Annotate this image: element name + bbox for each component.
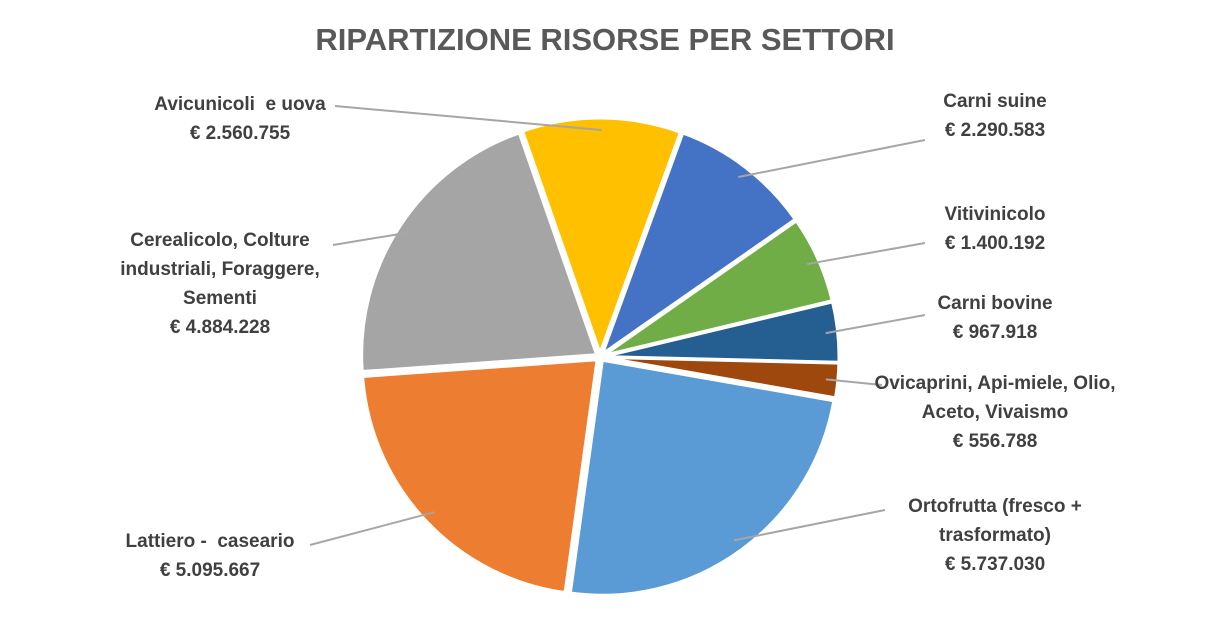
leader-line [733,509,886,542]
slice-label: Ovicaprini, Api-miele, Olio, Aceto, Viva… [870,369,1120,456]
category-name: Lattiero - caseario [125,531,295,552]
pie-slice [599,131,798,358]
leader-line [738,139,926,179]
leader-line [825,314,926,335]
slice-label: Ortofrutta (fresco + trasformato) € 5.737… [870,492,1120,579]
value-label: € 556.788 [952,431,1038,452]
pie-slice [360,131,599,374]
chart-title: RIPARTIZIONE RISORSE PER SETTORI [315,22,895,57]
leader-line [334,105,602,132]
slice-label: Lattiero - caseario € 5.095.667 [100,527,320,585]
category-name: Vitivinicolo [944,204,1046,225]
value-label: € 5.737.030 [944,554,1046,575]
category-name: Carni bovine [937,293,1053,314]
slice-label: Carni bovine € 967.918 [880,289,1110,347]
value-label: € 2.290.583 [944,120,1046,141]
leader-line [332,231,411,246]
pie-slice [568,358,836,597]
value-label: € 4.884.228 [169,317,271,338]
slice-label: Carni suine € 2.290.583 [880,87,1110,145]
leader-line [825,378,883,386]
leader-line [806,242,926,266]
category-name: Ovicaprini, Api-miele, Olio, Aceto, Viva… [874,373,1121,423]
value-label: € 2.560.755 [189,123,291,144]
slice-label: Cerealicolo, Colture industriali, Foragg… [100,226,340,342]
value-label: € 967.918 [952,322,1038,343]
value-label: € 1.400.192 [944,233,1046,254]
value-label: € 5.095.667 [159,560,261,581]
pie-slice [361,358,599,595]
category-name: Cerealicolo, Colture industriali, Foragg… [120,230,326,309]
category-name: Ortofrutta (fresco + trasformato) [908,496,1088,546]
category-name: Avicunicoli e uova [154,94,326,115]
slice-label: Avicunicoli e uova € 2.560.755 [120,90,360,148]
category-name: Carni suine [943,91,1047,112]
slice-label: Vitivinicolo € 1.400.192 [880,200,1110,258]
leader-line [309,511,435,546]
pie-slice [520,116,683,358]
